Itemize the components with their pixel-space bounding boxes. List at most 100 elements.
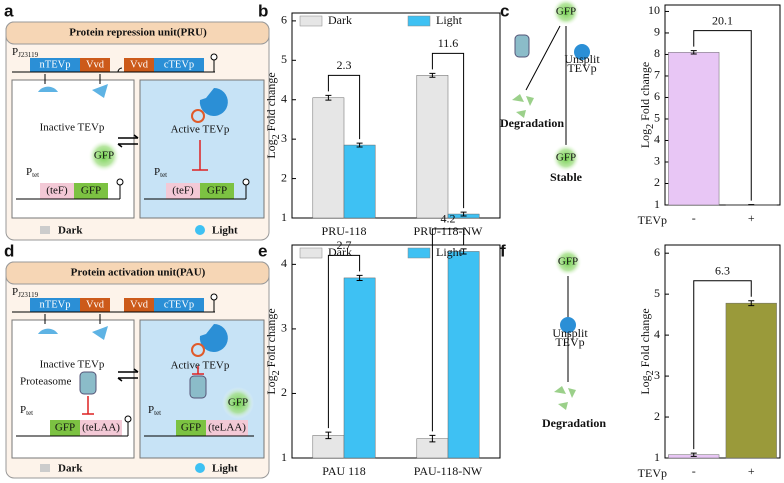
- sub: J23119: [18, 291, 38, 299]
- y-axis-label: Log2 Fold change: [264, 72, 283, 158]
- y-tick-label: 1: [281, 450, 287, 464]
- tag: [166, 183, 200, 199]
- tevp-half: [92, 84, 108, 98]
- gfp: GFP: [94, 150, 114, 162]
- legend-swatch: [407, 247, 431, 259]
- legend-label: Light: [436, 13, 463, 27]
- equilibrium: [117, 368, 139, 382]
- y-tick-label: 1: [281, 210, 287, 224]
- sub: tet: [160, 171, 167, 179]
- tag: [80, 420, 122, 436]
- sub: tet: [26, 409, 33, 417]
- inhibition: [82, 396, 94, 415]
- diagram-f: GFP Unsplit TEVp Degradation: [542, 248, 606, 430]
- annotation: 4.2: [441, 212, 456, 226]
- y-label-part: Log: [264, 139, 278, 158]
- label: Unsplit: [564, 52, 600, 66]
- error-bar: [325, 94, 332, 101]
- sub: tet: [32, 171, 39, 179]
- annotation: 11.6: [438, 36, 459, 50]
- legend-swatch: [407, 15, 431, 27]
- gene-label: cTEVp: [164, 299, 194, 310]
- reporter: [176, 420, 206, 436]
- tag-label: (teLAA): [82, 422, 120, 434]
- y-tick-label: 2: [281, 170, 287, 184]
- x-tick-label: -: [692, 464, 696, 478]
- y-tick-label: 10: [648, 3, 660, 17]
- gene-label: Vvd: [86, 59, 105, 70]
- y-tick-label: 5: [281, 52, 287, 66]
- x-tick-label: PAU 118: [322, 464, 365, 478]
- light-icon: [195, 225, 205, 235]
- y-tick-label: 2: [654, 409, 660, 423]
- y-tick-label: 4: [281, 91, 287, 105]
- gene-label: Vvd: [130, 299, 149, 310]
- error-bar: [748, 300, 755, 307]
- label: TEVp: [567, 61, 596, 75]
- y-tick-label: 6: [654, 245, 660, 259]
- panel-label: e: [258, 241, 267, 260]
- x-tick-label: PRU-118: [322, 224, 367, 238]
- y-label-sub: 2: [645, 124, 656, 129]
- error-bar: [429, 434, 436, 443]
- promoter: PJ23119: [12, 286, 39, 299]
- gfp-glow: [552, 144, 580, 172]
- y-label-sub: 2: [271, 370, 282, 375]
- reporter-label: GFP: [181, 422, 201, 434]
- terminator: [124, 415, 132, 423]
- gene-label: cTEVp: [164, 59, 194, 70]
- tag-label: (teLAA): [208, 422, 246, 434]
- terminator: [210, 293, 218, 301]
- reporter-label: GFP: [207, 185, 227, 197]
- gene: [80, 58, 110, 72]
- bar: [343, 277, 376, 459]
- y-axis-label: Log2 Fold change: [264, 308, 283, 394]
- title: Protein repression unit(PRU): [69, 27, 207, 39]
- gene-label: nTEVp: [40, 299, 71, 310]
- bar: [312, 97, 345, 219]
- label: Degradation: [542, 416, 606, 430]
- label: Stable: [550, 170, 583, 184]
- terminator: [242, 178, 250, 186]
- y-tick-label: 1: [654, 450, 660, 464]
- tevp-icon: [574, 44, 590, 60]
- error-bar: [325, 431, 332, 440]
- gene: [30, 58, 80, 72]
- gfp: GFP: [228, 397, 248, 409]
- fragments: [554, 386, 576, 410]
- gene: [154, 58, 204, 72]
- p: P: [26, 166, 32, 178]
- gfp-glow: [88, 140, 120, 172]
- y-tick-label: 2: [654, 175, 660, 189]
- label: Dark: [58, 463, 83, 475]
- annotation: 2.7: [337, 238, 352, 252]
- bracket: [693, 30, 752, 201]
- panel-label: f: [500, 241, 506, 260]
- sub: J23119: [18, 51, 38, 59]
- y-tick-label: 6: [654, 89, 660, 103]
- tag: [206, 420, 248, 436]
- panel-label: b: [258, 1, 268, 20]
- y-label-part: Log: [638, 375, 652, 394]
- vvd: [191, 109, 205, 123]
- x-tick-label: -: [692, 211, 696, 225]
- p: P: [20, 404, 26, 416]
- label: Light: [212, 463, 238, 475]
- gfp-glow: [554, 248, 582, 276]
- error-bar: [460, 248, 467, 255]
- y-tick-label: 5: [654, 111, 660, 125]
- y-label-sub: 2: [271, 134, 282, 139]
- title: Protein activation unit(PAU): [71, 267, 206, 279]
- light-icon: [195, 463, 205, 473]
- inhibition: [192, 140, 208, 171]
- label: TEVp: [555, 335, 584, 349]
- gene: [124, 58, 154, 72]
- y-label-part: Fold change: [638, 308, 652, 367]
- y-label-part: Log: [264, 375, 278, 394]
- bar: [416, 75, 449, 219]
- gene: [154, 298, 204, 312]
- tag-label: (teF): [46, 185, 68, 197]
- dna: [144, 185, 247, 200]
- y-tick-label: 5: [654, 286, 660, 300]
